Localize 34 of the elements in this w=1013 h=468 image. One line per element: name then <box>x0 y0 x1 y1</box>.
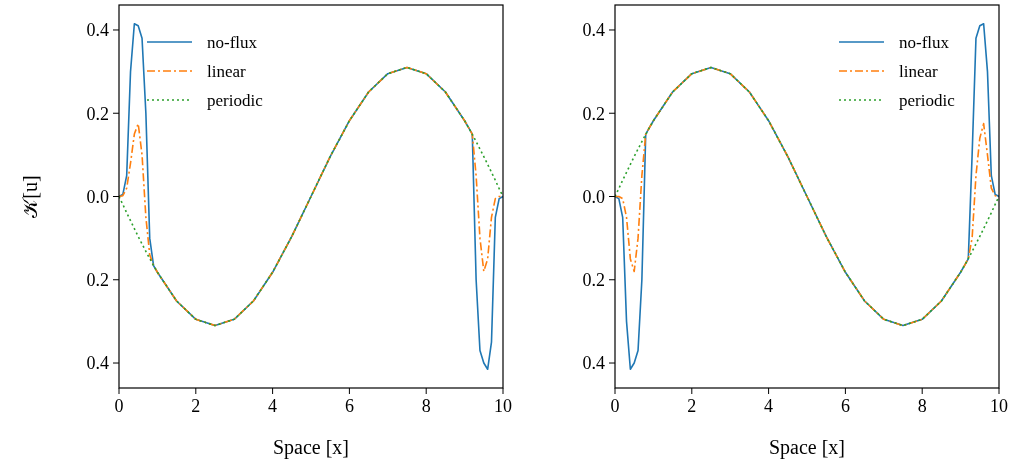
legend-label: linear <box>207 61 247 81</box>
y-tick-label: 0.2 <box>582 103 605 124</box>
line-series <box>615 22 999 371</box>
y-tick-label: 0.4 <box>86 20 109 41</box>
x-tick-label: 8 <box>421 396 431 416</box>
legend-label: no-flux <box>207 32 258 52</box>
x-axis-title: Space [x] <box>768 436 846 459</box>
y-tick-label: 0.4 <box>86 353 109 374</box>
x-tick-label: 10 <box>990 396 1008 416</box>
y-tick-label: 0.2 <box>86 270 109 291</box>
y-tick-label: 0.0 <box>86 186 109 207</box>
x-axis-title: Space [x] <box>272 436 350 459</box>
y-tick-label: 0.2 <box>86 103 109 124</box>
x-tick-label: 8 <box>917 396 927 416</box>
legend-label: periodic <box>899 90 956 110</box>
x-tick-label: 10 <box>494 396 512 416</box>
y-tick-label: 0.2 <box>582 270 605 291</box>
y-axis-title: 𝒦[u] <box>19 175 41 218</box>
y-tick-label: 0.4 <box>582 20 605 41</box>
x-tick-label: 6 <box>840 396 850 416</box>
x-tick-label: 4 <box>268 396 278 416</box>
x-tick-label: 0 <box>114 396 124 416</box>
x-tick-label: 2 <box>191 396 201 416</box>
x-tick-label: 0 <box>610 396 620 416</box>
y-tick-label: 0.4 <box>582 353 605 374</box>
legend-label: periodic <box>207 90 264 110</box>
x-tick-label: 6 <box>344 396 354 416</box>
line-series <box>119 66 503 327</box>
x-tick-label: 2 <box>687 396 697 416</box>
legend-label: no-flux <box>899 32 950 52</box>
x-tick-label: 4 <box>764 396 774 416</box>
line-series <box>615 66 999 327</box>
legend-label: linear <box>899 61 939 81</box>
y-tick-label: 0.0 <box>582 186 605 207</box>
